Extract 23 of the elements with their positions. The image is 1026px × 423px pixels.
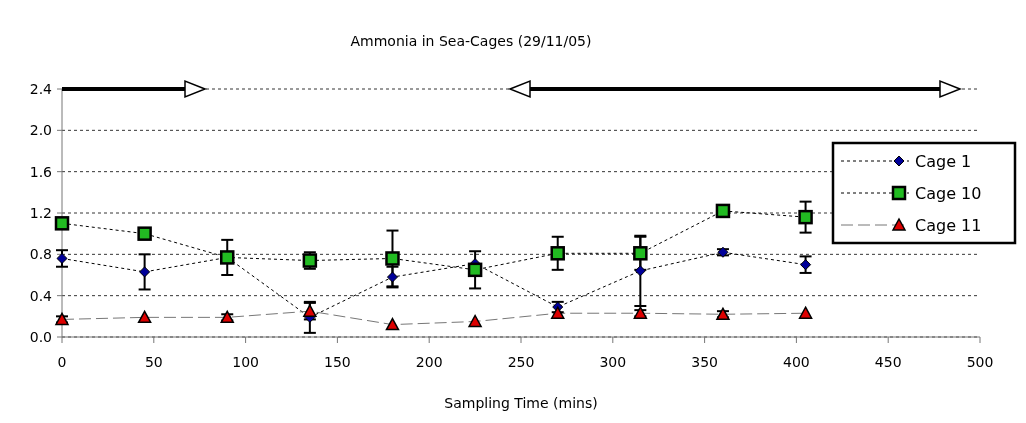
x-tick-label: 350 (691, 354, 718, 370)
x-tick-label: 150 (324, 354, 351, 370)
y-tick-label: 0.8 (29, 246, 52, 263)
x-tick-label: 50 (144, 354, 163, 370)
x-tick-label: 400 (783, 354, 810, 370)
x-tick-label: 0 (57, 354, 67, 370)
legend-label: Cage 10 (915, 183, 982, 203)
x-tick-label: 200 (415, 354, 443, 370)
x-tick-label: 250 (507, 354, 535, 370)
x-tick-label: 300 (599, 354, 627, 370)
x-tick-label: 450 (874, 354, 902, 370)
y-tick-label: 0.0 (29, 328, 52, 345)
chart-title: Ammonia in Sea-Cages (29/11/05) (350, 33, 592, 49)
y-tick-label: 1.6 (29, 163, 53, 180)
legend-label: Cage 11 (915, 215, 982, 235)
x-tick-label: 500 (966, 354, 994, 370)
y-tick-label: 2.0 (29, 122, 52, 139)
y-tick-label: 0.4 (29, 287, 53, 304)
x-axis-title: Sampling Time (mins) (444, 395, 598, 411)
legend-label: Cage 1 (915, 151, 972, 171)
x-tick-label: 100 (232, 354, 259, 370)
y-tick-label: 1.2 (29, 204, 52, 221)
y-tick-label: 2.4 (29, 80, 53, 97)
